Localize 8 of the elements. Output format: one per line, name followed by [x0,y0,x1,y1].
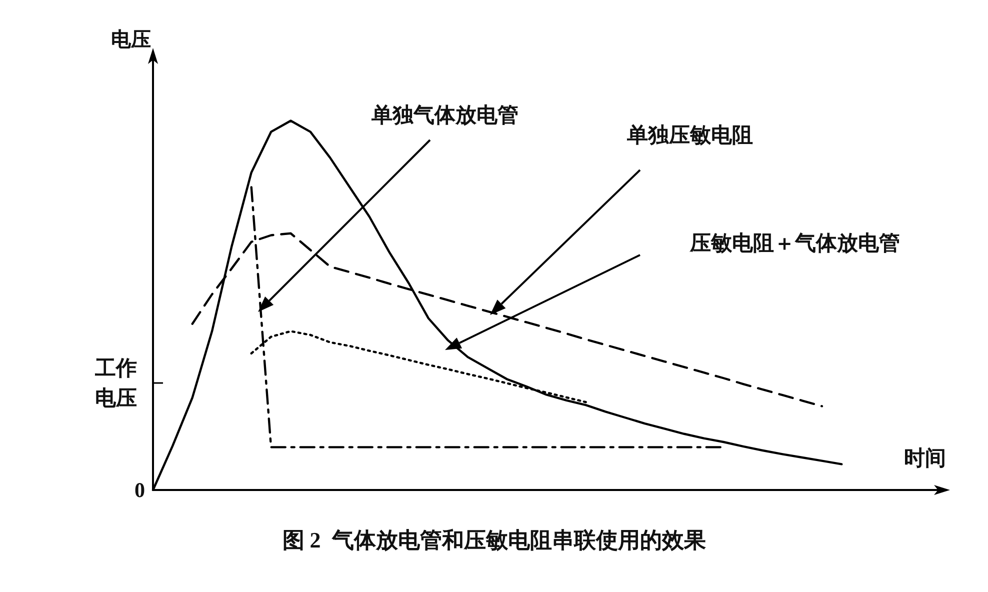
text: 0 [134,478,145,502]
annotation: 压敏电阻＋气体放电管 [689,231,900,255]
y-axis-title: 电压 [111,29,151,51]
annotation: 单独压敏电阻 [626,123,753,147]
x-axis-title: 时间 [904,446,946,470]
text: 图 2 气体放电管和压敏电阻串联使用的效果 [282,528,707,552]
text: 工作电压 [94,356,137,410]
annotation: 单独气体放电管 [370,103,518,127]
